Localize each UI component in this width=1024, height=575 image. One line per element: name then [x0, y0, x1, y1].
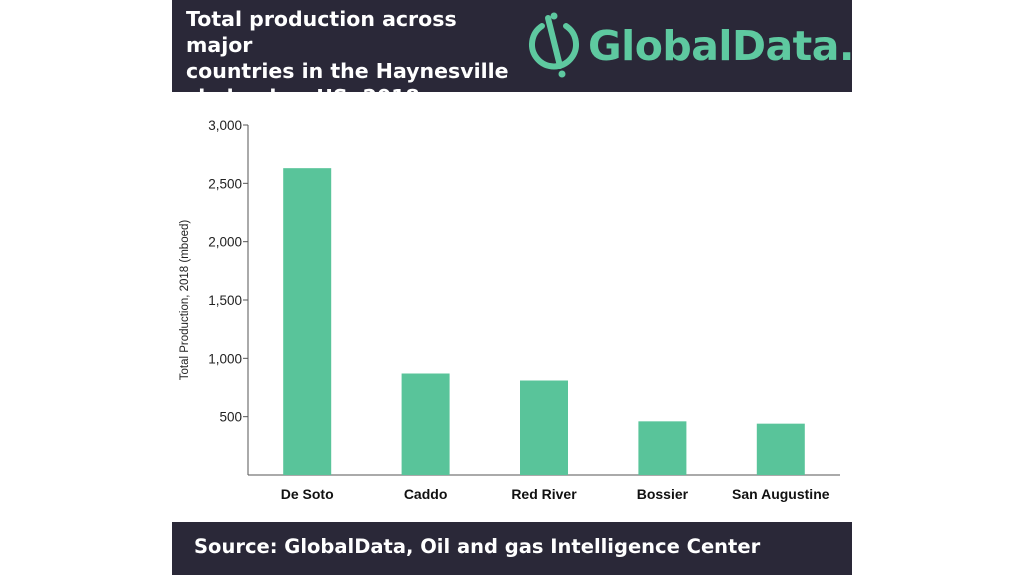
y-tick-label: 500 [219, 410, 242, 425]
source-note: Source: GlobalData, Oil and gas Intellig… [194, 535, 761, 558]
x-tick-label: De Soto [281, 486, 334, 502]
bar-chart-svg: Total Production, 2018 (mboed) 500 1,000 1… [179, 118, 840, 502]
y-axis-ticks: 500 1,000 1,500 2,000 2,500 3,000 [208, 118, 248, 425]
x-tick-label: Caddo [404, 486, 448, 502]
y-tick-label: 3,000 [208, 118, 242, 133]
y-tick-label: 1,500 [208, 293, 242, 308]
globaldata-logo-icon [529, 12, 579, 78]
y-tick-label: 2,500 [208, 176, 242, 191]
bars [283, 168, 805, 475]
globaldata-logo: GlobalData. [522, 12, 855, 82]
y-tick-label: 1,000 [208, 351, 242, 366]
globaldata-logo-text: GlobalData. [588, 22, 855, 70]
x-tick-label: Bossier [637, 486, 689, 502]
title-line-3: shale play, US, 2018 [186, 85, 420, 109]
bar-bossier [638, 421, 687, 475]
header-banner: Total production across major countries … [172, 0, 855, 109]
chart-title: Total production across major countries … [186, 6, 516, 110]
title-line-2: countries in the Haynesville [186, 59, 509, 83]
bar-red-river [520, 380, 568, 475]
footer-banner: Source: GlobalData, Oil and gas Intellig… [172, 522, 852, 575]
x-tick-label: San Augustine [732, 486, 830, 502]
bar-caddo [401, 373, 450, 475]
bar-de-soto [283, 168, 332, 475]
bar-san-augustine [756, 423, 805, 475]
x-axis-tick-labels: De Soto Caddo Red River Bossier San Augustin… [281, 486, 830, 502]
title-line-1: Total production across major [186, 7, 457, 57]
y-tick-label: 2,000 [208, 235, 242, 250]
y-axis-label: Total Production, 2018 (mboed) [179, 220, 191, 381]
x-tick-label: Red River [511, 486, 577, 502]
bar-chart: Total Production, 2018 (mboed) 500 1,000 1… [172, 100, 852, 520]
